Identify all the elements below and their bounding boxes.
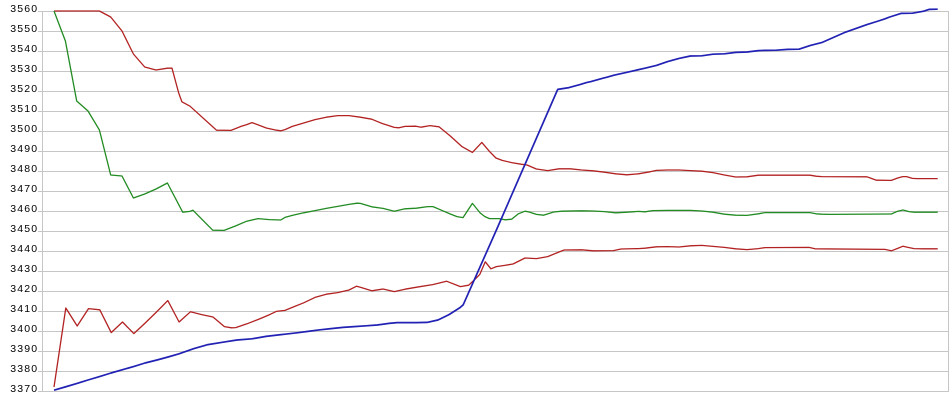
- svg-text:3550: 3550: [10, 23, 38, 35]
- svg-text:3530: 3530: [10, 63, 38, 75]
- svg-text:3410: 3410: [10, 303, 38, 315]
- svg-text:3510: 3510: [10, 103, 38, 115]
- svg-text:3560: 3560: [10, 3, 38, 15]
- svg-text:3500: 3500: [10, 123, 38, 135]
- svg-text:3370: 3370: [10, 383, 38, 395]
- svg-text:3480: 3480: [10, 163, 38, 175]
- svg-text:3380: 3380: [10, 363, 38, 375]
- svg-text:3390: 3390: [10, 343, 38, 355]
- svg-text:3540: 3540: [10, 43, 38, 55]
- svg-text:3440: 3440: [10, 243, 38, 255]
- svg-text:3450: 3450: [10, 223, 38, 235]
- svg-text:3470: 3470: [10, 183, 38, 195]
- svg-text:3520: 3520: [10, 83, 38, 95]
- svg-text:3400: 3400: [10, 323, 38, 335]
- svg-text:3490: 3490: [10, 143, 38, 155]
- svg-text:3420: 3420: [10, 283, 38, 295]
- svg-text:3430: 3430: [10, 263, 38, 275]
- svg-text:3460: 3460: [10, 203, 38, 215]
